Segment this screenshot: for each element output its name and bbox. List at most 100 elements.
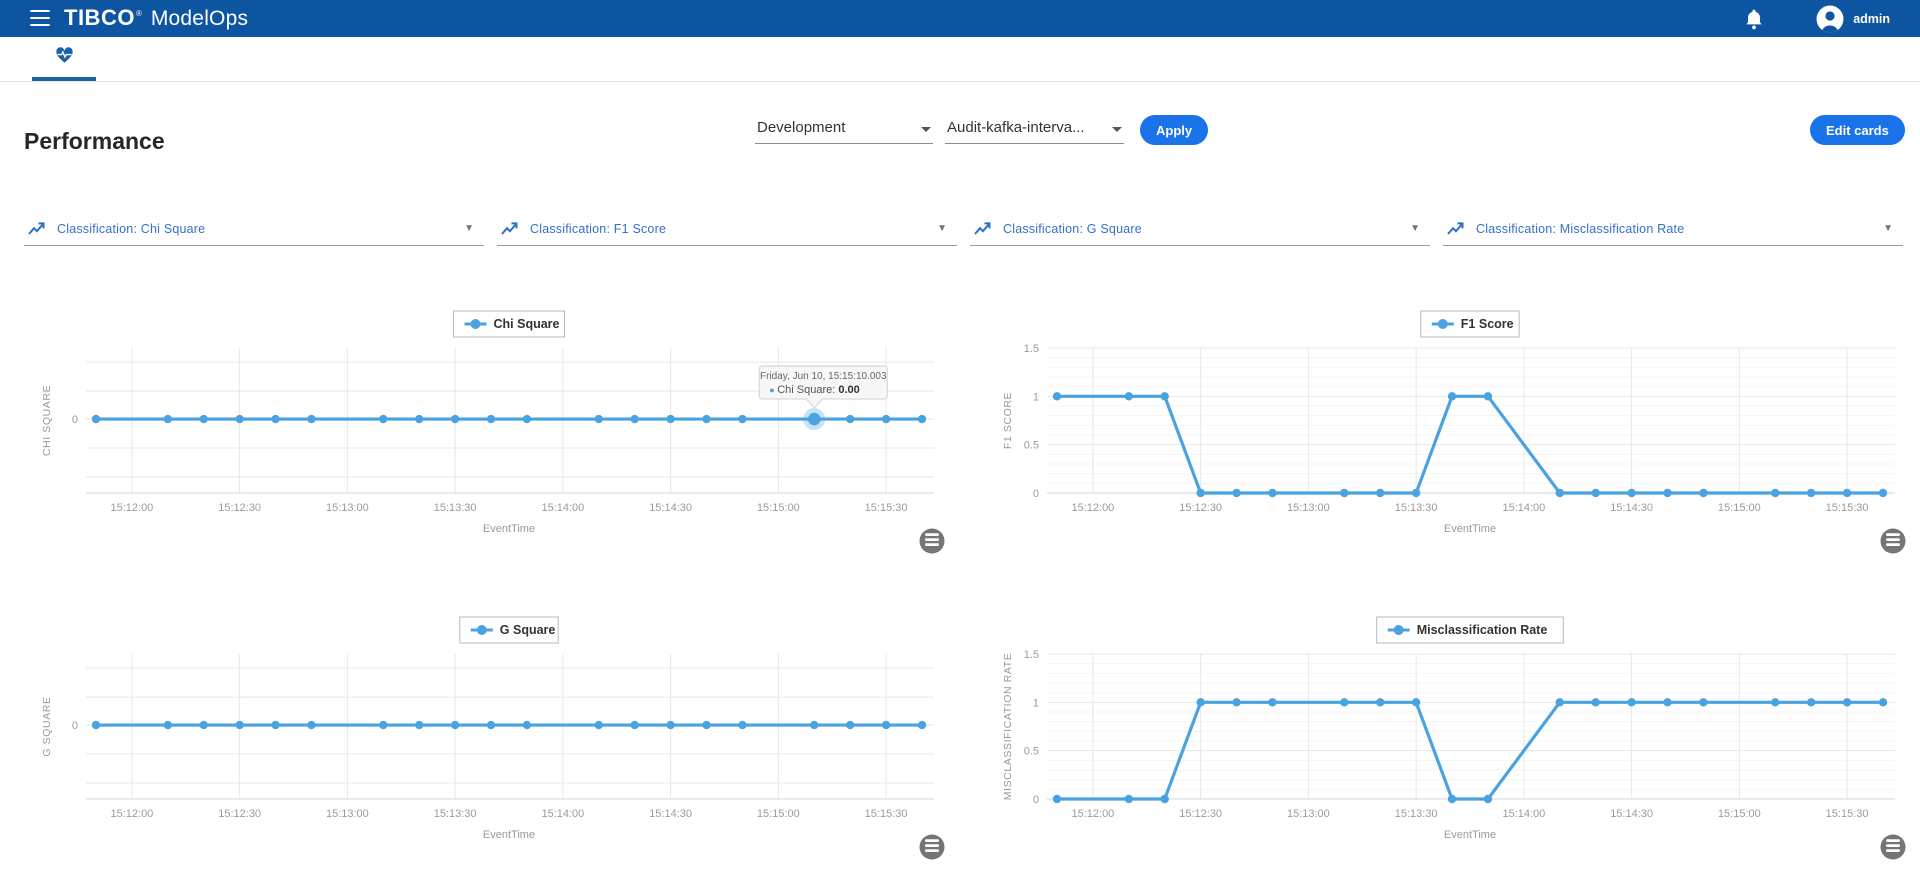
svg-text:F1 SCORE: F1 SCORE [1002, 392, 1014, 449]
svg-text:15:14:30: 15:14:30 [1610, 808, 1653, 820]
svg-text:15:14:30: 15:14:30 [649, 502, 692, 514]
svg-text:15:12:00: 15:12:00 [110, 502, 153, 514]
card-selector-misclassification-rate[interactable]: Classification: Misclassification Rate ▼ [1443, 212, 1903, 246]
card-selector-label: Classification: Misclassification Rate [1476, 222, 1883, 236]
svg-text:MISCLASSIFICATION RATE: MISCLASSIFICATION RATE [1002, 653, 1014, 801]
card-selectors: Classification: Chi Square ▼ Classificat… [0, 212, 1920, 252]
legend-chi-square[interactable]: Chi Square [454, 311, 565, 337]
username: admin [1853, 12, 1890, 26]
tab-bar [0, 37, 1920, 82]
svg-text:15:13:00: 15:13:00 [1287, 808, 1330, 820]
svg-text:EventTime: EventTime [1444, 829, 1496, 841]
svg-text:EventTime: EventTime [1444, 523, 1496, 535]
svg-text:0: 0 [1033, 488, 1039, 500]
chevron-down-icon: ▼ [1883, 223, 1893, 234]
legend-misclassification-rate[interactable]: Misclassification Rate [1377, 617, 1564, 643]
legend-f1-score[interactable]: F1 Score [1421, 311, 1519, 337]
line-chart-icon [1447, 222, 1464, 236]
card-selector-f1-score[interactable]: Classification: F1 Score ▼ [497, 212, 957, 246]
svg-text:15:15:30: 15:15:30 [1826, 502, 1869, 514]
chart-g-square[interactable]: 0G SQUARE15:12:0015:12:3015:13:0015:13:3… [24, 586, 959, 871]
svg-text:15:12:30: 15:12:30 [218, 808, 261, 820]
chart-menu-button[interactable] [1881, 835, 1906, 860]
user-avatar[interactable] [1816, 5, 1844, 33]
registered-mark: ® [136, 9, 142, 18]
menu-icon[interactable] [30, 10, 50, 26]
chevron-down-icon [1112, 127, 1122, 132]
svg-text:15:13:30: 15:13:30 [1395, 808, 1438, 820]
svg-text:15:15:30: 15:15:30 [865, 808, 908, 820]
svg-text:0: 0 [72, 414, 78, 426]
product-name: ModelOps [151, 7, 248, 31]
chart-menu-button[interactable] [1881, 529, 1906, 554]
svg-text:0: 0 [1033, 794, 1039, 806]
svg-text:15:15:00: 15:15:00 [1718, 808, 1761, 820]
heart-pulse-icon [55, 46, 74, 69]
svg-text:1.5: 1.5 [1024, 343, 1039, 355]
svg-text:0.5: 0.5 [1024, 746, 1039, 758]
svg-text:15:12:00: 15:12:00 [1071, 502, 1114, 514]
chart-menu-button[interactable] [920, 529, 945, 554]
card-selector-chi-square[interactable]: Classification: Chi Square ▼ [24, 212, 484, 246]
apply-button[interactable]: Apply [1140, 115, 1208, 145]
svg-text:15:12:30: 15:12:30 [1179, 808, 1222, 820]
svg-text:CHI SQUARE: CHI SQUARE [41, 385, 53, 456]
card-selector-label: Classification: G Square [1003, 222, 1410, 236]
chevron-down-icon: ▼ [464, 223, 474, 234]
svg-text:15:15:30: 15:15:30 [865, 502, 908, 514]
chart-misclassification-rate[interactable]: 0 0.5 1 1.5 MISCLASSIFICATION RATE 15:12:00 15… [985, 586, 1920, 871]
app-root: TIBCO® ModelOps admin [0, 0, 1920, 894]
job-select[interactable]: Audit-kafka-interva... [945, 110, 1124, 144]
svg-text:15:12:00: 15:12:00 [1071, 808, 1114, 820]
svg-text:0.5: 0.5 [1024, 440, 1039, 452]
svg-text:EventTime: EventTime [483, 829, 535, 841]
chevron-down-icon: ▼ [1410, 223, 1420, 234]
card-selector-label: Classification: Chi Square [57, 222, 464, 236]
svg-text:Friday, Jun 10, 15:15:10.003: Friday, Jun 10, 15:15:10.003 [760, 371, 887, 382]
chart-f1-score[interactable]: 00.511.5F1 SCORE15:12:0015:12:3015:13:00… [985, 280, 1920, 565]
line-chart-icon [501, 222, 518, 236]
svg-text:1: 1 [1033, 697, 1039, 709]
brand-name: TIBCO [64, 5, 135, 31]
svg-text:15:12:00: 15:12:00 [110, 808, 153, 820]
svg-text:15:14:00: 15:14:00 [1502, 808, 1545, 820]
edit-cards-button[interactable]: Edit cards [1810, 115, 1905, 145]
legend-g-square[interactable]: G Square [460, 617, 558, 643]
job-select-value: Audit-kafka-interva... [947, 119, 1085, 136]
line-chart-icon [28, 222, 45, 236]
environment-select[interactable]: Development [755, 110, 933, 144]
chart-menu-button[interactable] [920, 835, 945, 860]
environment-select-value: Development [757, 119, 845, 136]
svg-text:Misclassification Rate: Misclassification Rate [1417, 623, 1548, 637]
brand-logo: TIBCO® ModelOps [64, 5, 248, 31]
toolbar: Performance Development Audit-kafka-inte… [0, 82, 1920, 192]
chart-chi-square[interactable]: 0CHI SQUARE15:12:0015:12:3015:13:0015:13… [24, 280, 959, 565]
svg-text:15:13:00: 15:13:00 [1287, 502, 1330, 514]
svg-text:0: 0 [72, 720, 78, 732]
page-title: Performance [24, 128, 165, 155]
svg-text:15:14:00: 15:14:00 [1502, 502, 1545, 514]
svg-text:G Square: G Square [500, 623, 556, 637]
chevron-down-icon [921, 127, 931, 132]
line-chart-icon [974, 222, 991, 236]
svg-text:● Chi Square: 0.00: ● Chi Square: 0.00 [769, 384, 860, 396]
svg-text:15:13:00: 15:13:00 [326, 502, 369, 514]
card-selector-label: Classification: F1 Score [530, 222, 937, 236]
svg-text:15:14:00: 15:14:00 [541, 808, 584, 820]
notifications-icon[interactable] [1744, 8, 1764, 30]
chevron-down-icon: ▼ [937, 223, 947, 234]
svg-text:15:14:00: 15:14:00 [541, 502, 584, 514]
svg-text:EventTime: EventTime [483, 523, 535, 535]
tab-performance[interactable] [32, 37, 96, 81]
svg-text:15:13:30: 15:13:30 [434, 808, 477, 820]
svg-text:15:15:00: 15:15:00 [1718, 502, 1761, 514]
svg-text:1: 1 [1033, 391, 1039, 403]
svg-text:15:15:00: 15:15:00 [757, 502, 800, 514]
topbar-right: admin [1744, 0, 1920, 37]
svg-text:15:13:30: 15:13:30 [1395, 502, 1438, 514]
svg-text:1.5: 1.5 [1024, 649, 1039, 661]
card-selector-g-square[interactable]: Classification: G Square ▼ [970, 212, 1430, 246]
svg-text:15:12:30: 15:12:30 [218, 502, 261, 514]
svg-text:15:14:30: 15:14:30 [649, 808, 692, 820]
svg-text:15:15:00: 15:15:00 [757, 808, 800, 820]
